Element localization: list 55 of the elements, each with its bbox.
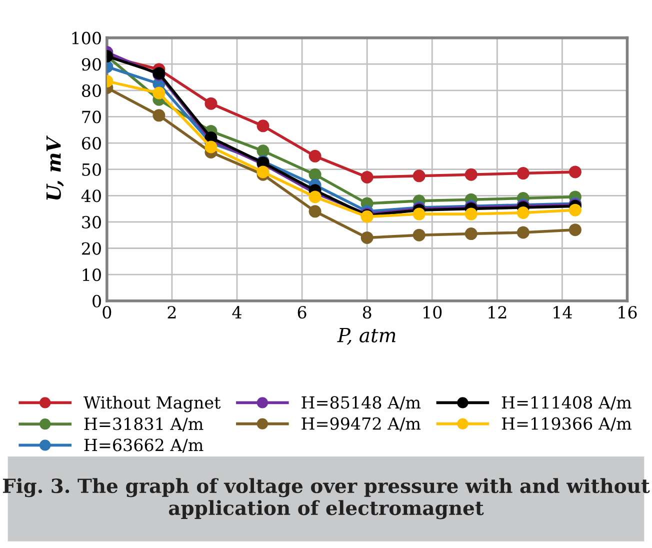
point [464, 208, 478, 220]
point [204, 97, 218, 110]
x-tick-label: 16 [618, 306, 637, 319]
y-tick-label: 50 [82, 163, 101, 176]
y-tick-label: 10 [82, 268, 101, 282]
point [360, 170, 374, 184]
legend-label: H=85148 A/m [302, 396, 421, 410]
point [152, 86, 166, 100]
point [412, 208, 426, 220]
legend-label: H=111408 A/m [502, 396, 632, 410]
y-axis-title: U, mV [46, 135, 64, 200]
legend-label: H=119366 A/m [502, 417, 632, 432]
y-tick-label: 60 [82, 136, 101, 150]
point [360, 231, 374, 244]
y-tick-label: 40 [81, 190, 101, 202]
x-axis-title: P, atm [337, 328, 396, 345]
point [256, 144, 270, 158]
x-tick-label: 14 [554, 306, 572, 318]
x-tick-label: 4 [232, 306, 242, 318]
x-tick-label: 6 [298, 306, 306, 319]
x-tick-label: 0 [102, 306, 112, 319]
point [516, 167, 530, 180]
legend-label: H=99472 A/m [302, 417, 421, 432]
point [152, 109, 166, 122]
point [412, 170, 426, 182]
x-tick-label: 2 [168, 306, 176, 318]
point [464, 168, 478, 181]
point [568, 204, 582, 216]
point [308, 190, 322, 204]
point [464, 228, 478, 240]
y-tick-label: 30 [82, 216, 101, 229]
y-tick-label: 20 [82, 242, 101, 255]
legend-label: H=31831 A/m [84, 418, 204, 432]
point [308, 168, 322, 181]
point [412, 228, 426, 242]
y-tick-label: 80 [82, 84, 101, 97]
y-tick-label: 0 [92, 294, 101, 308]
point [516, 226, 530, 239]
caption: Fig. 3. The graph of voltage over pressure with and without application of electromagnet [2, 478, 650, 520]
point [308, 150, 322, 162]
point [516, 206, 530, 219]
y-tick-label: 90 [82, 58, 101, 71]
y-tick-label: 70 [82, 110, 101, 124]
x-tick-label: 10 [424, 306, 442, 319]
point [256, 120, 270, 132]
x-tick-label: 12 [488, 306, 506, 318]
point [256, 166, 270, 178]
y-tick-label: 100 [72, 32, 101, 44]
point [568, 224, 582, 236]
point [204, 140, 218, 154]
point [568, 166, 582, 178]
legend-label: H=63662 A/m [84, 438, 204, 453]
x-tick-label: 8 [362, 306, 372, 319]
point [308, 205, 322, 218]
legend-label: Without Magnet [84, 396, 221, 412]
